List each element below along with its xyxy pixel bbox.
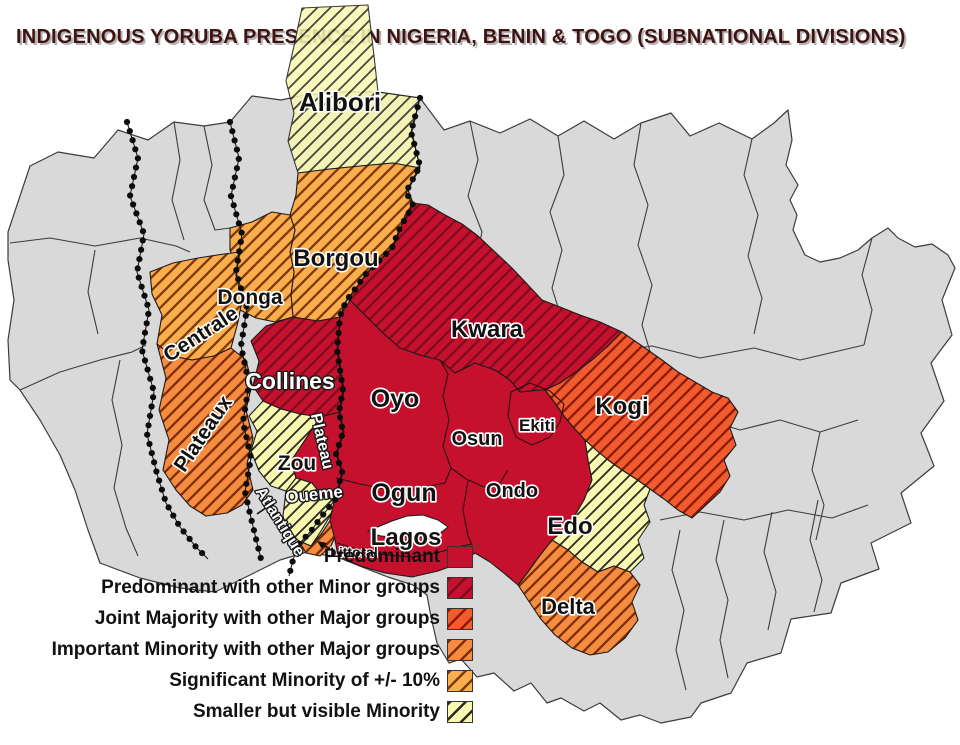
legend-label: Smaller but visible Minority — [192, 701, 440, 722]
legend-swatch-significant-minority — [447, 670, 473, 692]
label-kogi: Kogi — [595, 393, 648, 420]
label-alibori: Alibori — [299, 87, 381, 117]
legend-swatch-predominant — [447, 546, 473, 568]
label-delta: Delta — [541, 594, 596, 619]
legend-swatch-smaller-minority — [447, 701, 473, 723]
legend-swatch-important-minority — [447, 639, 473, 661]
region-oueme — [282, 477, 337, 547]
atlantique-arrow — [256, 504, 271, 515]
lagos-lagoon — [366, 514, 449, 538]
legend-item: Predominant with other Minor groups — [0, 577, 473, 599]
label-edo: Edo — [547, 513, 592, 540]
littoral-arrowhead — [317, 541, 327, 549]
label-donga: Donga — [217, 286, 283, 309]
country-borders — [123, 94, 424, 577]
label-kwara: Kwara — [451, 316, 524, 343]
legend-swatch-joint-majority — [447, 608, 473, 630]
region-kogi — [544, 331, 739, 519]
legend-label: Important Minority with other Major grou… — [51, 639, 440, 660]
label-ondo: Ondo — [486, 480, 538, 502]
legend-swatch-predominant-minor — [447, 577, 473, 599]
annotation-arrows — [256, 501, 335, 552]
legend-item: Important Minority with other Major grou… — [0, 639, 473, 661]
legend-item: Joint Majority with other Major groups — [0, 608, 473, 630]
region-delta — [517, 539, 641, 656]
legend: Predominant Predominant with other Minor… — [0, 546, 473, 732]
label-ogun: Ogun — [371, 479, 436, 507]
legend-label: Significant Minority of +/- 10% — [169, 670, 440, 691]
legend-item: Significant Minority of +/- 10% — [0, 670, 473, 692]
label-collines: Collines — [245, 368, 334, 394]
littoral-arrow — [322, 544, 335, 552]
label-ekiti: Ekiti — [519, 416, 555, 435]
page-title: INDIGENOUS YORUBA PRESENCE IN NIGERIA, B… — [16, 26, 906, 48]
legend-item: Smaller but visible Minority — [0, 701, 473, 723]
label-zou: Zou — [278, 452, 316, 475]
label-oyo: Oyo — [371, 385, 420, 413]
region-centrale — [149, 251, 243, 361]
label-lagos: Lagos — [371, 524, 442, 551]
region-plateaux — [156, 343, 254, 517]
legend-label: Predominant with other Minor groups — [101, 577, 440, 598]
core-internal-borders — [335, 359, 565, 558]
atlantique-arrowhead — [266, 501, 276, 510]
label-osun: Osun — [451, 428, 502, 450]
legend-label: Predominant — [323, 546, 440, 567]
legend-label: Joint Majority with other Major groups — [94, 608, 440, 629]
label-littoral: Littoral — [330, 544, 377, 560]
legend-item: Predominant — [0, 546, 473, 568]
label-borgou: Borgou — [293, 245, 378, 272]
